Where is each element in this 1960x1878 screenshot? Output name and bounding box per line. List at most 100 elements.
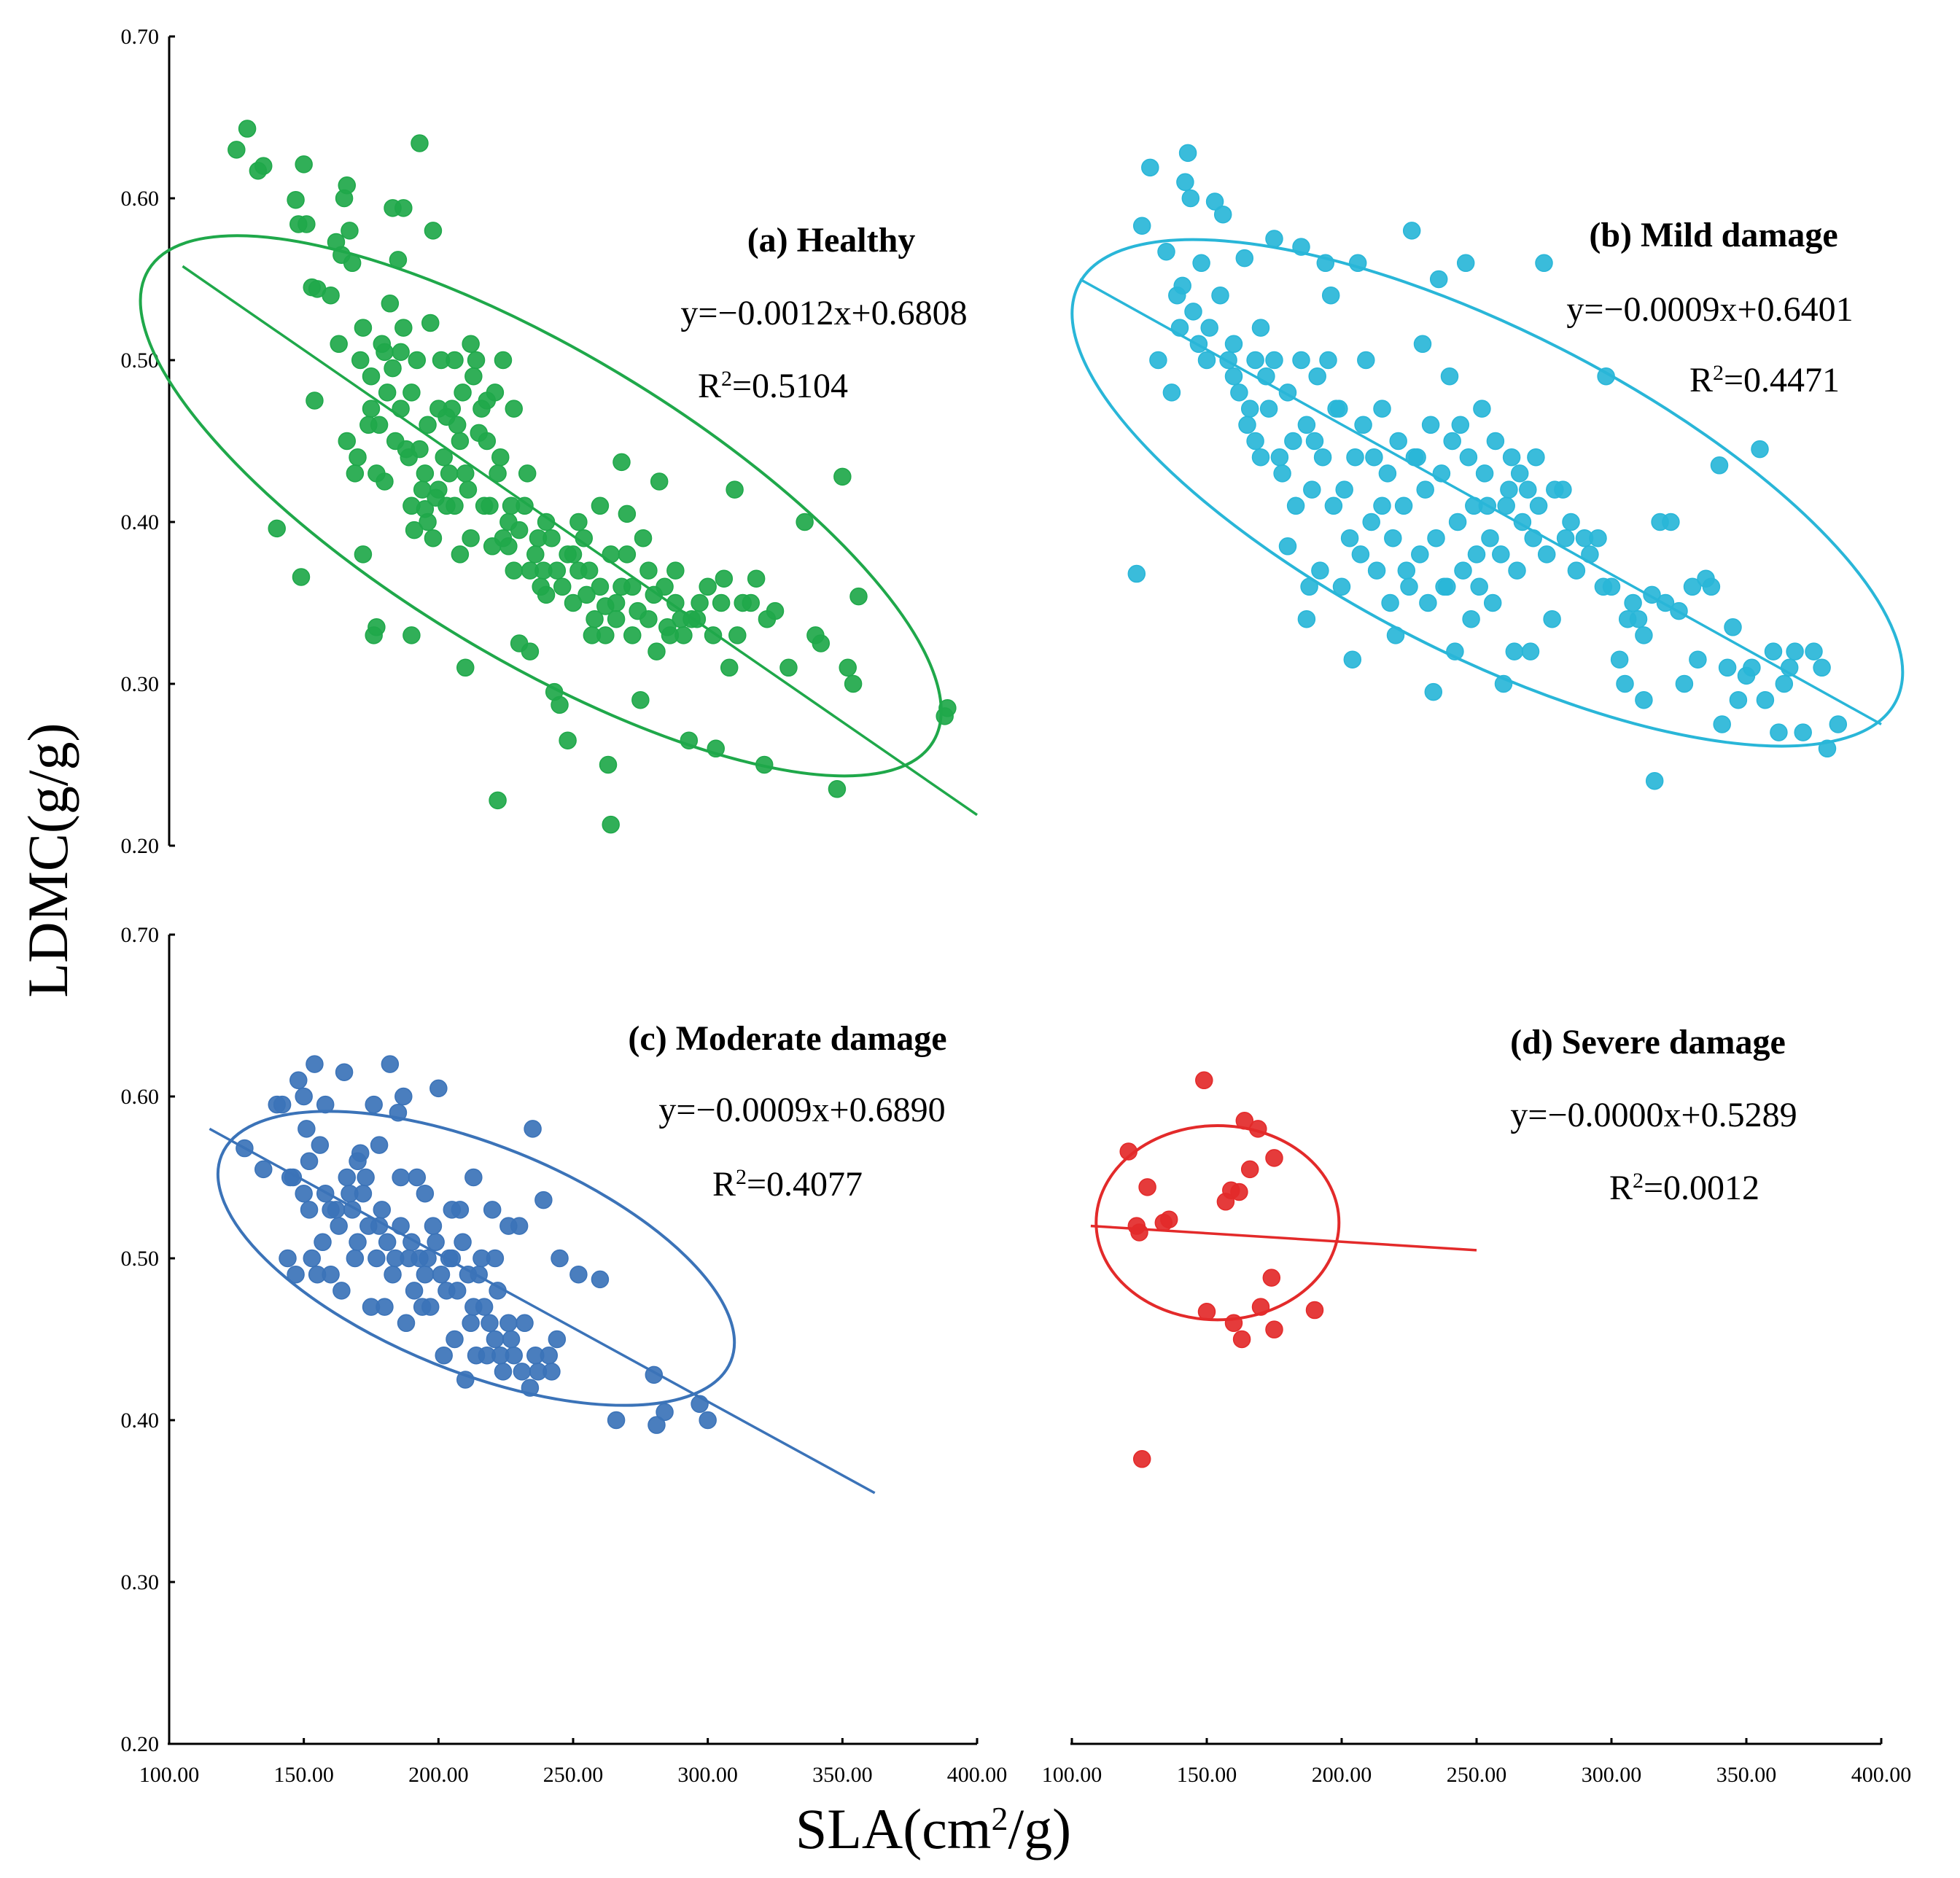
data-point: [381, 1055, 400, 1073]
x-tick-label: 150.00: [1177, 1763, 1237, 1787]
data-point: [1483, 593, 1502, 612]
data-point: [766, 601, 785, 620]
data-point: [446, 1330, 464, 1349]
data-point: [228, 141, 246, 159]
data-point: [1467, 545, 1486, 564]
data-point: [359, 416, 378, 435]
data-point: [1710, 456, 1729, 475]
data-point: [1141, 158, 1159, 177]
data-point: [416, 464, 435, 483]
data-point: [456, 464, 475, 483]
regression-line: [182, 265, 978, 817]
data-point: [354, 545, 373, 564]
data-point: [298, 1120, 316, 1138]
r-squared: R2=0.0012: [1609, 1169, 1759, 1208]
data-point: [1459, 448, 1478, 467]
r-squared-prefix: R: [1609, 1169, 1633, 1207]
data-point: [489, 464, 507, 483]
data-point: [1683, 577, 1702, 596]
data-point: [499, 537, 518, 556]
data-point: [505, 561, 523, 580]
x-tick-label: 300.00: [677, 1763, 738, 1787]
data-point: [1367, 561, 1386, 580]
data-point: [618, 545, 637, 564]
x-axis-title-sup: 2: [991, 1800, 1008, 1837]
data-point: [359, 1217, 378, 1235]
data-point: [1397, 561, 1416, 580]
y-tick-label: 0.20: [121, 834, 160, 858]
data-point: [338, 1168, 357, 1187]
data-point: [1416, 480, 1434, 499]
data-point: [405, 1282, 424, 1300]
data-point: [1400, 577, 1418, 596]
data-point: [1805, 642, 1823, 661]
r-squared-value: =0.0012: [1644, 1169, 1759, 1207]
data-point: [1132, 217, 1151, 235]
data-point: [591, 496, 610, 515]
data-point: [1181, 189, 1200, 208]
data-point: [475, 1298, 494, 1316]
data-point: [1521, 642, 1540, 661]
data-point: [254, 1160, 273, 1179]
data-point: [629, 601, 647, 620]
data-point: [1456, 254, 1475, 273]
data-point: [1273, 464, 1291, 483]
data-point: [349, 1233, 367, 1252]
data-point: [354, 319, 373, 337]
data-point: [279, 1249, 297, 1268]
data-point: [1497, 496, 1515, 515]
data-point: [1508, 561, 1526, 580]
data-point: [1313, 448, 1332, 467]
data-point: [596, 626, 615, 644]
data-point: [389, 251, 408, 269]
panel-title: (a) Healthy: [747, 221, 916, 260]
data-point: [491, 1346, 510, 1365]
data-point: [402, 496, 421, 515]
data-point: [1373, 496, 1391, 515]
data-point: [612, 453, 631, 472]
data-point: [1386, 626, 1405, 644]
data-point: [542, 1363, 561, 1381]
y-tick-label: 0.30: [121, 1570, 160, 1594]
data-point: [378, 383, 397, 402]
data-point: [295, 1184, 313, 1203]
data-point: [1451, 416, 1470, 435]
data-point: [462, 529, 480, 548]
r-squared-sup: 2: [1713, 361, 1724, 385]
data-point: [427, 1233, 445, 1252]
data-point: [1675, 674, 1694, 693]
data-point: [411, 440, 429, 459]
data-point: [1149, 351, 1167, 370]
data-point: [392, 400, 410, 418]
data-point: [1316, 254, 1335, 273]
data-point: [715, 569, 734, 588]
data-point: [349, 1152, 367, 1171]
data-point: [306, 1055, 324, 1073]
data-point: [1402, 222, 1421, 240]
x-axis-title-main: SLA(cm: [796, 1797, 992, 1861]
data-point: [316, 1095, 335, 1114]
data-point: [648, 1416, 666, 1434]
data-point: [394, 199, 413, 217]
data-point: [1251, 1298, 1270, 1316]
data-point: [349, 448, 367, 467]
data-point: [559, 731, 577, 749]
data-point: [419, 513, 437, 531]
data-point: [602, 545, 620, 564]
data-point: [1324, 496, 1343, 515]
data-point: [454, 1233, 472, 1252]
data-point: [542, 529, 561, 548]
data-point: [1505, 642, 1524, 661]
data-point: [1224, 367, 1243, 386]
data-point: [362, 367, 381, 386]
data-point: [376, 1298, 394, 1316]
x-tick-label: 250.00: [543, 1763, 604, 1787]
data-point: [755, 755, 774, 774]
data-point: [1546, 480, 1564, 499]
data-point: [1610, 650, 1629, 669]
x-tick-label: 400.00: [947, 1763, 1008, 1787]
data-point: [346, 464, 365, 483]
data-point: [421, 313, 440, 332]
data-point: [481, 1314, 499, 1333]
